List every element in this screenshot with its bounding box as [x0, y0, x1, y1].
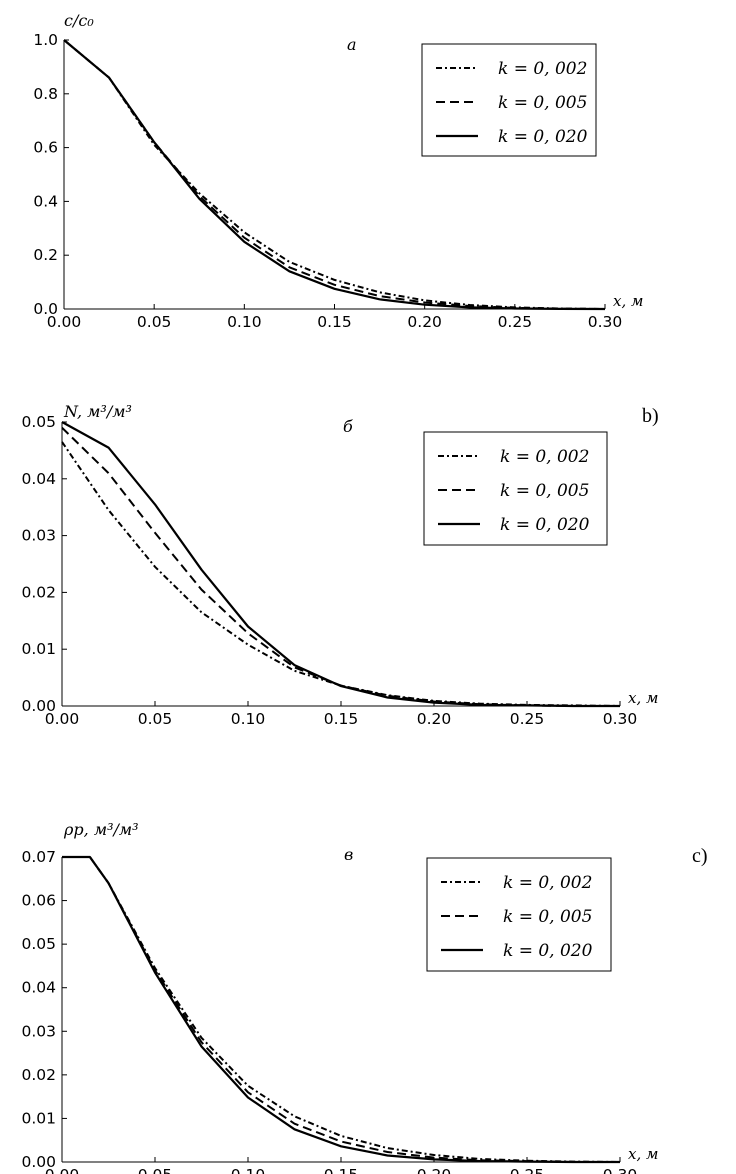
- x-axis-label: x, м: [628, 689, 658, 707]
- y-tick-label: 0.03: [21, 527, 56, 545]
- x-axis-label: x, м: [613, 292, 643, 310]
- x-tick-label: 0.30: [588, 313, 623, 331]
- y-tick-label: 0.0: [33, 300, 58, 318]
- y-tick-label: 0.04: [21, 470, 56, 488]
- panel-label: б: [343, 417, 353, 436]
- y-tick-label: 0.02: [21, 583, 56, 601]
- y-tick-label: 0.6: [33, 139, 58, 157]
- y-tick-label: 0.05: [21, 935, 56, 953]
- y-tick-label: 0.00: [21, 1153, 56, 1171]
- legend-label-2: k = 0, 005: [503, 907, 592, 927]
- series-line-3: [62, 855, 620, 1164]
- legend-label-3: k = 0, 020: [500, 515, 590, 535]
- y-tick-label: 0.8: [33, 85, 58, 103]
- x-axis-label: x, м: [628, 1145, 658, 1163]
- x-tick-label: 0.05: [138, 1166, 173, 1174]
- series-line-3: [63, 39, 606, 311]
- x-tick-label: 0.20: [417, 1166, 452, 1174]
- series-line-3: [61, 421, 620, 708]
- y-axis-label: N, м³/м³: [63, 402, 132, 421]
- side-label: c): [692, 845, 708, 867]
- y-tick-label: 0.2: [33, 246, 58, 264]
- y-axis-label: c/c₀: [64, 11, 94, 30]
- y-tick-label: 1.0: [33, 31, 58, 49]
- legend-box: [421, 43, 597, 157]
- x-tick-label: 0.30: [603, 710, 638, 728]
- x-tick-label: 0.30: [603, 1166, 638, 1174]
- legend: k = 0, 002 k = 0, 005 k = 0, 020: [421, 43, 597, 157]
- legend-label-2: k = 0, 005: [500, 481, 589, 501]
- x-tick-label: 0.10: [231, 1166, 266, 1174]
- legend-label-3: k = 0, 020: [498, 127, 588, 147]
- y-tick-label: 0.4: [33, 192, 58, 210]
- y-axis-label: ρp, м³/м³: [63, 820, 139, 839]
- x-tick-label: 0.15: [317, 313, 352, 331]
- x-tick-label: 0.20: [417, 710, 452, 728]
- y-tick-label: 0.04: [21, 979, 56, 997]
- legend-label-1: k = 0, 002: [498, 59, 587, 79]
- x-tick-label: 0.00: [45, 1166, 80, 1174]
- x-tick-label: 0.10: [227, 313, 262, 331]
- x-tick-label: 0.25: [510, 1166, 545, 1174]
- y-tick-label: 0.00: [21, 697, 56, 715]
- y-tick-label: 0.03: [21, 1022, 56, 1040]
- y-tick-label: 0.07: [21, 848, 56, 866]
- series-line-1: [62, 856, 621, 1163]
- x-tick-label: 0.25: [498, 313, 533, 331]
- x-tick-label: 0.20: [407, 313, 442, 331]
- y-tick-label: 0.02: [21, 1066, 56, 1084]
- y-tick-label: 0.01: [21, 640, 56, 658]
- legend: k = 0, 002 k = 0, 005 k = 0, 020: [426, 857, 612, 972]
- y-tick-label: 0.05: [21, 413, 56, 431]
- y-tick-label: 0.06: [21, 892, 56, 910]
- legend-label-1: k = 0, 002: [500, 447, 589, 467]
- legend-box: [426, 857, 612, 972]
- panel-label: в: [344, 845, 353, 864]
- panel-label: а: [347, 35, 357, 54]
- x-tick-label: 0.15: [324, 710, 359, 728]
- legend-label-3: k = 0, 020: [503, 941, 593, 961]
- x-tick-label: 0.00: [45, 710, 80, 728]
- legend-box: [423, 431, 608, 546]
- panel-1: 0.00 0.05 0.10 0.15 0.20 0.25 0.30 0.0 0.2 0.4 0.6…: [33, 11, 643, 331]
- x-tick-label: 0.10: [231, 710, 266, 728]
- y-tick-label: 0.01: [21, 1109, 56, 1127]
- x-tick-label: 0.25: [510, 710, 545, 728]
- side-label: b): [642, 405, 659, 427]
- panel-2: 0.00 0.05 0.10 0.15 0.20 0.25 0.30 0.00 0.01 0.02…: [21, 402, 658, 728]
- legend: k = 0, 002 k = 0, 005 k = 0, 020: [423, 431, 608, 546]
- x-tick-label: 0.15: [324, 1166, 359, 1174]
- legend-label-2: k = 0, 005: [498, 93, 587, 113]
- x-tick-label: 0.00: [47, 313, 82, 331]
- x-tick-label: 0.05: [138, 710, 173, 728]
- legend-label-1: k = 0, 002: [503, 873, 592, 893]
- x-tick-label: 0.05: [137, 313, 172, 331]
- panel-3: 0.00 0.05 0.10 0.15 0.20 0.25 0.30 0.00 0.01 0.02…: [21, 820, 707, 1174]
